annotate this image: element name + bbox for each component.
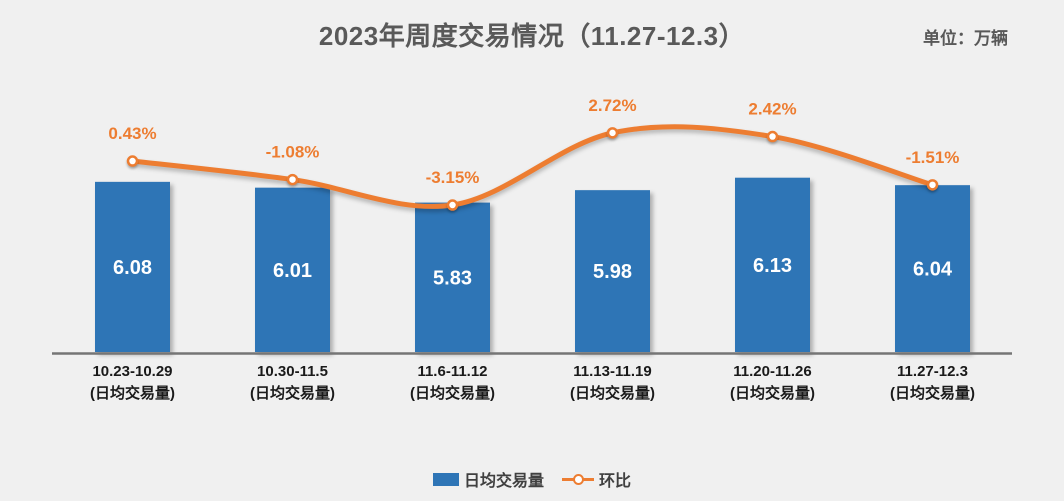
pct-value-label: 0.43%	[108, 124, 156, 143]
legend-item-line-series: 环比	[562, 467, 631, 491]
bar-value-label: 6.13	[753, 255, 792, 277]
line-marker	[766, 130, 779, 143]
line-marker	[606, 127, 619, 139]
plot-area: 6.08 6.01 5.83 5.98 6.13 6.04 10.23-10.29 (日均交易…	[52, 96, 1012, 402]
bar-value-label: 5.98	[593, 261, 632, 283]
x-tick-label: 11.13-11.19 (日均交易量)	[570, 363, 655, 402]
pct-value-label: -1.08%	[266, 143, 320, 162]
pct-value-label: 2.72%	[588, 96, 636, 115]
x-tick-label: 11.27-12.3 (日均交易量)	[890, 363, 975, 402]
line-marker	[126, 155, 139, 167]
bar	[735, 177, 810, 352]
pct-value-label: 2.42%	[748, 100, 796, 119]
legend-item-bar-series: 日均交易量	[432, 467, 544, 491]
bar	[415, 202, 490, 352]
bar-value-label: 6.01	[273, 260, 312, 282]
chart-title: 2023年周度交易情况（11.27-12.3）	[318, 21, 746, 51]
legend-label-line: 环比	[599, 473, 632, 490]
line-marker	[446, 199, 459, 211]
bar	[575, 190, 650, 352]
bar-swatch-icon	[432, 472, 459, 486]
bar-value-label: 5.83	[433, 267, 472, 289]
x-tick-label: 11.20-11.26 (日均交易量)	[730, 363, 815, 402]
bar-value-label: 6.04	[913, 259, 953, 281]
x-tick-label: 10.23-10.29 (日均交易量)	[90, 363, 175, 402]
x-tick-label: 11.6-11.12 (日均交易量)	[410, 363, 495, 402]
legend-label-bar: 日均交易量	[463, 473, 544, 490]
bar-value-label: 6.08	[113, 257, 152, 279]
line-series	[130, 124, 935, 209]
bar	[95, 181, 170, 352]
line-marker	[286, 173, 299, 186]
line-marker	[926, 179, 939, 191]
pct-value-label: -3.15%	[426, 168, 480, 187]
x-tick-label: 10.30-11.5 (日均交易量)	[250, 363, 335, 402]
unit-label: 单位：万辆	[923, 29, 1008, 48]
pct-value-label: -1.51%	[906, 148, 960, 167]
line-marker-icon	[562, 473, 594, 485]
bar	[895, 185, 970, 352]
legend: 日均交易量 环比	[0, 466, 1064, 492]
bar	[255, 187, 330, 352]
